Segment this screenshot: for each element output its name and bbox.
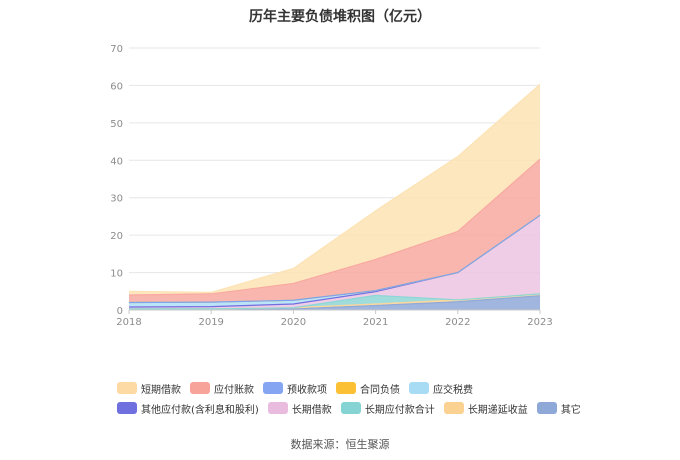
y-tick-label: 60 [110,81,123,92]
legend-swatch [336,382,356,394]
stacked-areas [129,84,540,310]
legend-label: 长期递延收益 [467,404,528,416]
series-7-line [128,214,541,304]
legend-swatch [117,402,137,414]
legend-label: 长期应付款合计 [364,404,435,416]
y-tick-label: 70 [110,44,123,55]
legend-row: 其他应付款(含利息和股利) 长期借款 长期应付款合计 长期递延收益 其它 [117,398,597,418]
x-tick-label: 2022 [445,317,470,328]
legend-item[interactable]: 预收款项 [263,381,327,396]
legend-item[interactable]: 短期借款 [117,381,181,396]
legend-label: 合同负债 [360,384,400,396]
legend-swatch [190,382,210,394]
legend-item[interactable]: 长期应付款合计 [340,401,435,416]
legend-label: 其他应付款(含利息和股利) [141,404,259,416]
series-0-area [129,295,540,310]
series-9-line [128,83,541,294]
series-9-area [129,84,540,296]
y-tick-label: 40 [110,156,123,167]
legend-label: 其它 [560,404,581,416]
legend-item[interactable]: 应付账款 [190,381,254,396]
legend-item[interactable]: 应交税费 [409,381,473,396]
x-tick-label: 2021 [363,317,388,328]
legend-label: 短期借款 [141,384,181,396]
y-tick-label: 20 [110,231,123,242]
axes: 0 10 20 30 40 50 60 70 2018 2019 2020 2021 2022 2023 [110,44,552,328]
legend-label: 预收款项 [287,384,327,396]
chart-title: 历年主要负债堆积图（亿元） [249,9,431,25]
x-tick-label: 2023 [527,317,552,328]
x-tick-label: 2019 [198,317,223,328]
legend-swatch [443,402,464,414]
legend-label: 应交税费 [433,384,473,396]
legend-label: 长期借款 [291,404,332,416]
legend-swatch [117,382,137,394]
legend-swatch [536,402,557,414]
legend-swatch [263,382,283,394]
legend-label: 应付账款 [214,384,254,396]
x-tick-label: 2020 [281,317,306,328]
y-tick-label: 30 [110,194,123,205]
y-tick-label: 0 [117,306,123,317]
legend-item[interactable]: 其他应付款(含利息和股利) [117,401,259,416]
chart-plot: 0 10 20 30 40 50 60 70 2018 2019 2020 2021 2022 2023 [110,44,552,328]
y-tick-label: 10 [110,269,123,280]
legend-item[interactable]: 长期借款 [267,401,332,416]
x-tick-label: 2018 [116,317,141,328]
legend-item[interactable]: 合同负债 [336,381,400,396]
legend-item[interactable]: 其它 [536,401,581,416]
data-source: 数据来源：恒生聚源 [290,438,390,451]
legend: 短期借款 应付账款 预收款项 合同负债 应交税费其他应付款(含利息和股利) 长期借款 长期应… [117,378,597,418]
legend-row: 短期借款 应付账款 预收款项 合同负债 应交税费 [117,378,597,398]
area-lines [128,83,541,310]
y-tick-label: 50 [110,119,123,130]
legend-swatch [340,402,361,414]
legend-swatch [409,382,429,394]
series-8-line [128,158,541,296]
series-2-line [129,293,541,310]
legend-swatch [267,402,288,414]
series-8-area [129,159,540,303]
legend-item[interactable]: 长期递延收益 [443,401,528,416]
series-3-area [129,215,540,309]
